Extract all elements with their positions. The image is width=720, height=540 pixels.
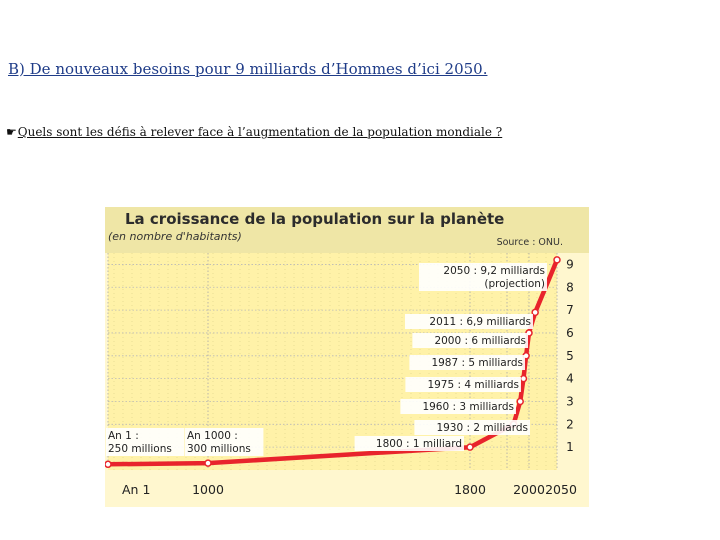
- x-tick-label: 2050: [545, 482, 577, 497]
- annotation-bg: [409, 355, 525, 370]
- x-tick-label: An 1: [122, 482, 150, 497]
- chart-source: Source : ONU.: [496, 237, 563, 248]
- x-tick-label: 1000: [192, 482, 224, 497]
- annotation-bg: [106, 428, 185, 456]
- y-tick-label: 6: [566, 326, 574, 340]
- x-tick-label: 1800: [454, 482, 486, 497]
- question-text: Quels sont les défis à relever face à l’…: [17, 125, 503, 139]
- y-tick-label: 9: [566, 257, 574, 271]
- y-tick-label: 5: [566, 349, 574, 363]
- chart-title: La croissance de la population sur la pl…: [125, 210, 505, 228]
- annotation-bg: [405, 377, 521, 392]
- annotation-bg: [354, 436, 464, 451]
- data-point-1: [105, 460, 112, 469]
- data-point-1800: [466, 443, 474, 451]
- y-tick-label: 2: [566, 417, 574, 431]
- data-point-1975: [519, 374, 528, 383]
- annotation-label: An 1 :: [108, 430, 139, 442]
- annotation-label: 2050 : 9,2 milliards: [443, 265, 545, 277]
- y-tick-label: 8: [566, 280, 574, 294]
- section-heading: B) De nouveaux besoins pour 9 milliards …: [8, 60, 488, 78]
- annotation-bg: [400, 399, 516, 414]
- annotation-label: An 1000 :: [187, 430, 238, 442]
- y-tick-label: 3: [566, 394, 574, 408]
- annotation-label: 300 millions: [187, 443, 251, 455]
- annotation-bg: [414, 420, 530, 435]
- annotation-label: 250 millions: [108, 443, 172, 455]
- annotation-label: 1987 : 5 milliards: [431, 357, 523, 369]
- annotation-label: 2000 : 6 milliards: [434, 335, 526, 347]
- annotation-label: 1960 : 3 milliards: [422, 401, 514, 413]
- annotation-label: (projection): [484, 278, 545, 290]
- label-layer: An 1 :250 millions An 1000 :300 millions 1…: [106, 263, 547, 456]
- annotation-label: 1975 : 4 milliards: [427, 379, 519, 391]
- data-point-2011: [531, 308, 539, 317]
- data-point-1960: [516, 397, 524, 406]
- y-tick-label: 7: [566, 303, 574, 317]
- annotation-label: 1930 : 2 milliards: [436, 422, 528, 434]
- annotation-bg: [419, 263, 547, 291]
- chart-subtitle: (en nombre d'habitants): [108, 230, 242, 243]
- y-tick-label: 1: [566, 440, 574, 454]
- annotation-label: 1800 : 1 milliard: [376, 438, 462, 450]
- annotation-bg: [405, 314, 533, 329]
- data-point-2050: [553, 256, 561, 264]
- annotation-label: 2011 : 6,9 milliards: [429, 316, 531, 328]
- annotation-bg: [185, 428, 264, 456]
- annotation-bg: [412, 333, 528, 348]
- population-chart-figure: La croissance de la population sur la pl…: [105, 207, 589, 507]
- axis-layer: 1 2 3 4 5 6 7 8 9 An 1 1000 1800 2000 2050: [122, 257, 577, 497]
- question-line: ☛Quels sont les défis à relever face à l…: [6, 125, 502, 139]
- data-point-1000: [204, 459, 212, 467]
- points-layer: [105, 256, 561, 469]
- pointing-hand-icon: ☛: [6, 125, 17, 139]
- x-tick-label: 2000: [513, 482, 545, 497]
- chart-header-band: [105, 207, 589, 253]
- y-tick-label: 4: [566, 372, 574, 386]
